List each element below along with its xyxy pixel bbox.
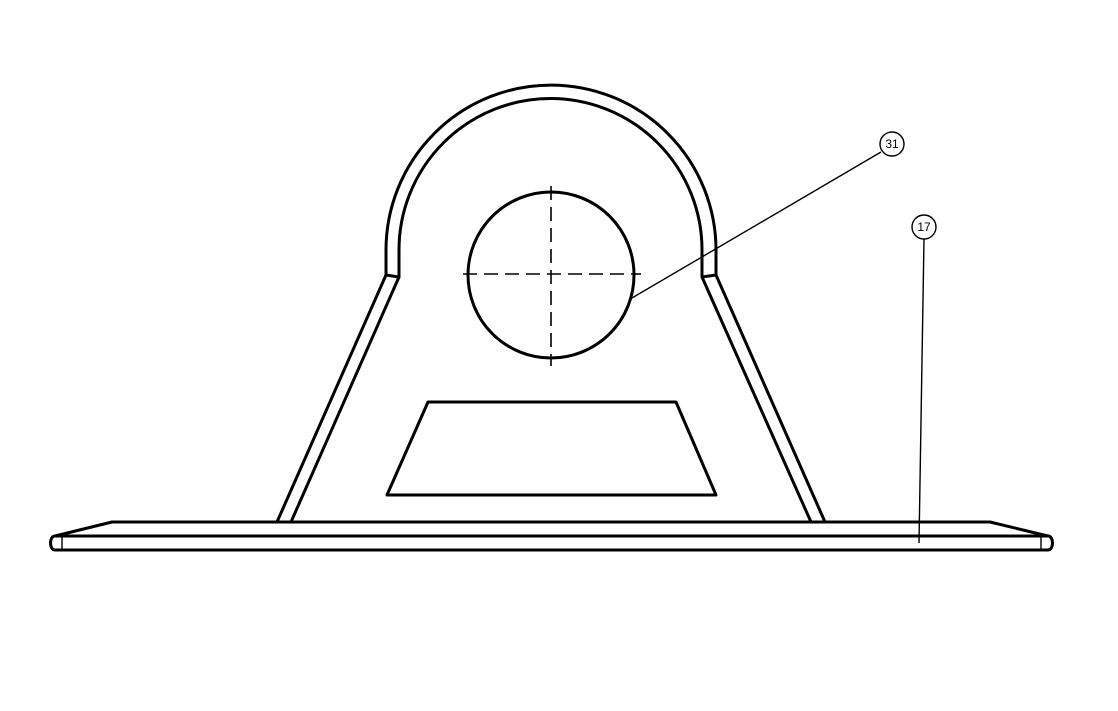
bracket-body (275, 83, 827, 524)
balloon-31: 31 (631, 131, 905, 299)
balloon-31-circle (879, 131, 905, 157)
leader-line-31 (631, 151, 882, 299)
base-plate (49, 520, 1054, 552)
balloon-17-circle (911, 214, 937, 240)
balloon-17: 17 (911, 214, 937, 544)
pin-hole (463, 186, 641, 366)
balloon-31-label: 31 (885, 137, 899, 151)
leader-line-17 (918, 238, 925, 544)
balloon-17-label: 17 (917, 220, 931, 234)
trapezoid-cutout (385, 400, 718, 497)
